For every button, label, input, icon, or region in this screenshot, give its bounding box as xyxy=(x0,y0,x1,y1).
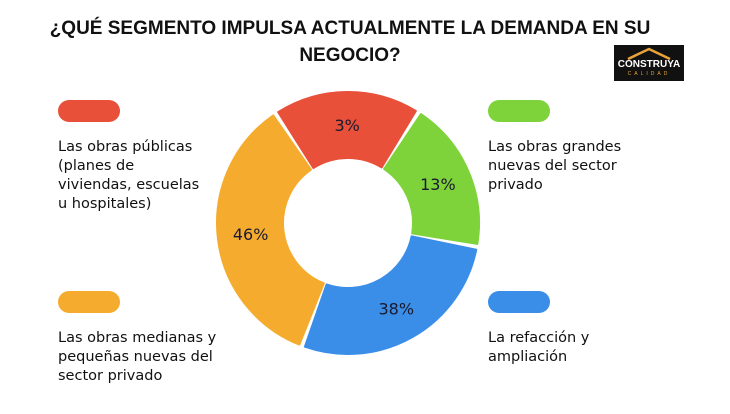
data-label: 46% xyxy=(233,225,269,244)
data-label: 13% xyxy=(420,175,456,194)
legend-swatch-large-private xyxy=(488,100,550,122)
chart-title-line1: ¿QUÉ SEGMENTO IMPULSA ACTUALMENTE LA DEM… xyxy=(49,18,651,39)
legend-line: viviendas, escuelas xyxy=(58,177,200,193)
legend-line: pequeñas nuevas del xyxy=(58,349,213,365)
legend-line: (planes de xyxy=(58,158,135,174)
logo-name: CONSTRUYA xyxy=(617,59,681,70)
legend-swatch-medium-private xyxy=(58,291,120,313)
legend-text-large-private: Las obras grandes nuevas del sector priv… xyxy=(488,138,688,195)
segment-large-private xyxy=(383,113,480,245)
legend-line: u hospitales) xyxy=(58,196,152,212)
logo-sub: CALIDAD xyxy=(627,71,671,77)
segment-public xyxy=(277,91,417,169)
segment-refurbish xyxy=(303,235,478,355)
segment-medium-private xyxy=(216,114,325,346)
legend-line: Las obras públicas xyxy=(58,139,193,155)
chart-title-line2: NEGOCIO? xyxy=(299,45,401,66)
legend-swatch-refurbish xyxy=(488,291,550,313)
legend-line: Las obras medianas y xyxy=(58,330,217,346)
legend-text-public: Las obras públicas (planes de viviendas,… xyxy=(58,138,258,214)
legend-text-refurbish: La refacción y ampliación xyxy=(488,329,688,367)
roof-icon xyxy=(627,47,671,61)
legend-line: nuevas del sector xyxy=(488,158,617,174)
legend-line: privado xyxy=(488,177,543,193)
legend-line: Las obras grandes xyxy=(488,139,622,155)
legend-line: ampliación xyxy=(488,349,568,365)
construya-logo: CONSTRUYA CALIDAD xyxy=(614,45,684,81)
data-label: 3% xyxy=(334,116,359,135)
legend-line: sector privado xyxy=(58,368,163,384)
legend-line: La refacción y xyxy=(488,330,590,346)
legend-swatch-public xyxy=(58,100,120,122)
data-label: 38% xyxy=(378,299,414,318)
legend-text-medium-private: Las obras medianas y pequeñas nuevas del… xyxy=(58,329,258,386)
